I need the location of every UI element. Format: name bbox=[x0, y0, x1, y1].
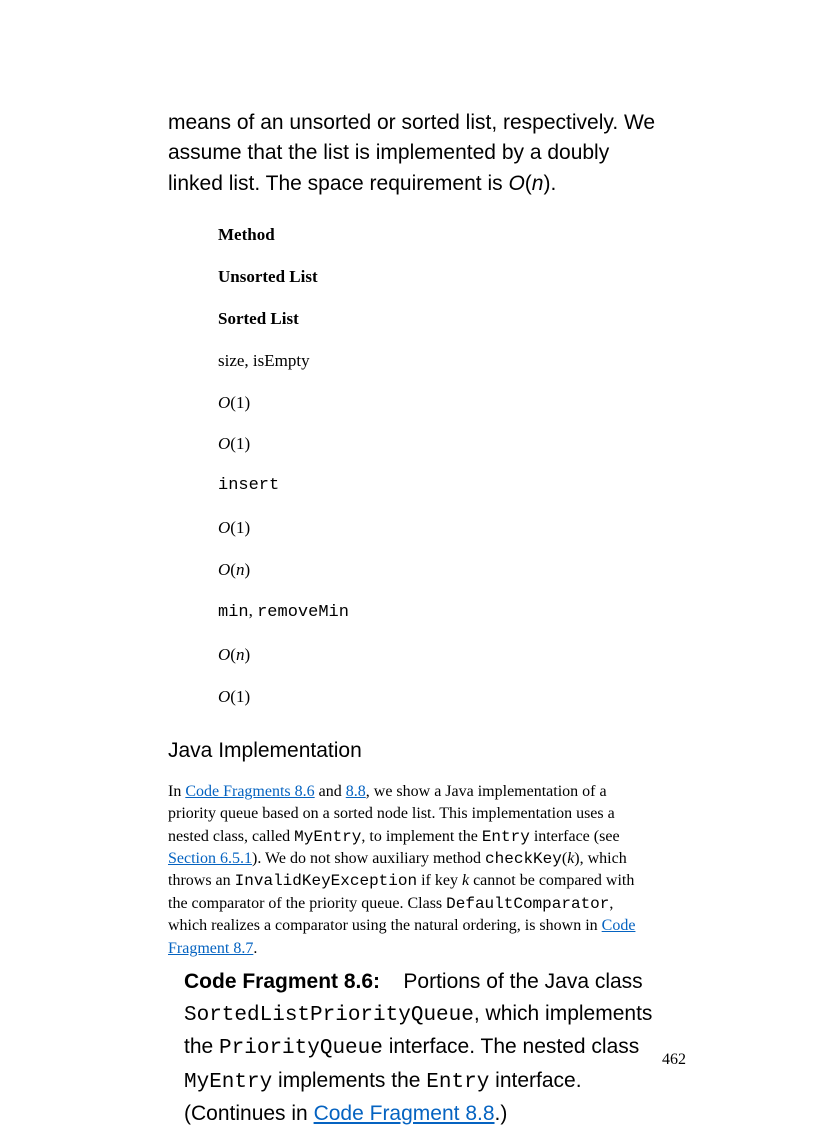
code-fragment-caption: Code Fragment 8.6: Portions of the Java … bbox=[184, 966, 656, 1130]
code-myentry: MyEntry bbox=[294, 828, 361, 846]
var-k: k bbox=[462, 872, 469, 889]
text: , to implement the bbox=[361, 828, 481, 845]
intro-paragraph: means of an unsorted or sorted list, res… bbox=[168, 108, 656, 199]
text: ). We do not show auxiliary method bbox=[252, 850, 485, 867]
bigO: O bbox=[218, 687, 230, 706]
link-code-fragments-8-6[interactable]: Code Fragments 8.6 bbox=[185, 783, 314, 800]
bigO: O bbox=[218, 393, 230, 412]
text: .) bbox=[495, 1102, 508, 1125]
method-b: removeMin bbox=[257, 603, 349, 622]
bigO-val: (1) bbox=[230, 393, 250, 412]
page-number: 462 bbox=[662, 1051, 686, 1069]
code-checkkey: checkKey bbox=[485, 850, 562, 868]
code-priorityqueue: PriorityQueue bbox=[219, 1037, 383, 1060]
bigO-val: (1) bbox=[230, 687, 250, 706]
table-row-method-2: insert bbox=[218, 474, 656, 498]
link-section-6-5-1[interactable]: Section 6.5.1 bbox=[168, 850, 252, 867]
bigO: O bbox=[218, 560, 230, 579]
code-fragment-label: Code Fragment 8.6: bbox=[184, 970, 380, 993]
link-code-fragment-8-8[interactable]: Code Fragment 8.8 bbox=[314, 1102, 495, 1125]
text: interface. The nested class bbox=[383, 1035, 639, 1058]
link-8-8[interactable]: 8.8 bbox=[346, 783, 366, 800]
table-header-unsorted: Unsorted List bbox=[218, 265, 656, 289]
code-defaultcomparator: DefaultComparator bbox=[446, 895, 609, 913]
intro-text-2: . bbox=[550, 172, 556, 195]
table-row: O(1) bbox=[218, 685, 656, 709]
text: and bbox=[315, 783, 346, 800]
text: if key bbox=[417, 872, 462, 889]
table-row: O(n) bbox=[218, 558, 656, 582]
complexity-table: Method Unsorted List Sorted List size, i… bbox=[218, 223, 656, 709]
code-entry: Entry bbox=[482, 828, 530, 846]
table-header-sorted: Sorted List bbox=[218, 307, 656, 331]
text: In bbox=[168, 783, 185, 800]
bigO-n: n bbox=[532, 172, 544, 195]
text: implements the bbox=[272, 1069, 426, 1092]
section-heading: Java Implementation bbox=[168, 739, 656, 763]
table-row-method-1: size, isEmpty bbox=[218, 349, 656, 373]
table-row: O(1) bbox=[218, 391, 656, 415]
table-row: O(1) bbox=[218, 432, 656, 456]
text: Portions of the Java class bbox=[403, 970, 642, 993]
bigO-val: (1) bbox=[230, 518, 250, 537]
method-a: min bbox=[218, 603, 249, 622]
bigO: O bbox=[218, 518, 230, 537]
table-row: O(1) bbox=[218, 516, 656, 540]
spacing bbox=[380, 970, 403, 993]
text: interface (see bbox=[530, 828, 620, 845]
table-row-method-3: min, removeMin bbox=[218, 599, 656, 625]
intro-text-1: means of an unsorted or sorted list, res… bbox=[168, 111, 655, 195]
bigO-O: O bbox=[508, 172, 524, 195]
body-paragraph: In Code Fragments 8.6 and 8.8, we show a… bbox=[168, 781, 656, 960]
code-sortedlistpriorityqueue: SortedListPriorityQueue bbox=[184, 1004, 474, 1027]
bigO-n: n bbox=[236, 560, 245, 579]
bigO-val: (1) bbox=[230, 434, 250, 453]
code-invalidkeyexception: InvalidKeyException bbox=[235, 872, 417, 890]
table-header-method: Method bbox=[218, 223, 656, 247]
bigO: O bbox=[218, 645, 230, 664]
code-myentry: MyEntry bbox=[184, 1071, 272, 1094]
bigO-n: n bbox=[236, 645, 245, 664]
bigO: O bbox=[218, 434, 230, 453]
table-row: O(n) bbox=[218, 643, 656, 667]
text: . bbox=[253, 940, 257, 957]
sep: , bbox=[249, 601, 258, 620]
code-entry: Entry bbox=[426, 1071, 489, 1094]
